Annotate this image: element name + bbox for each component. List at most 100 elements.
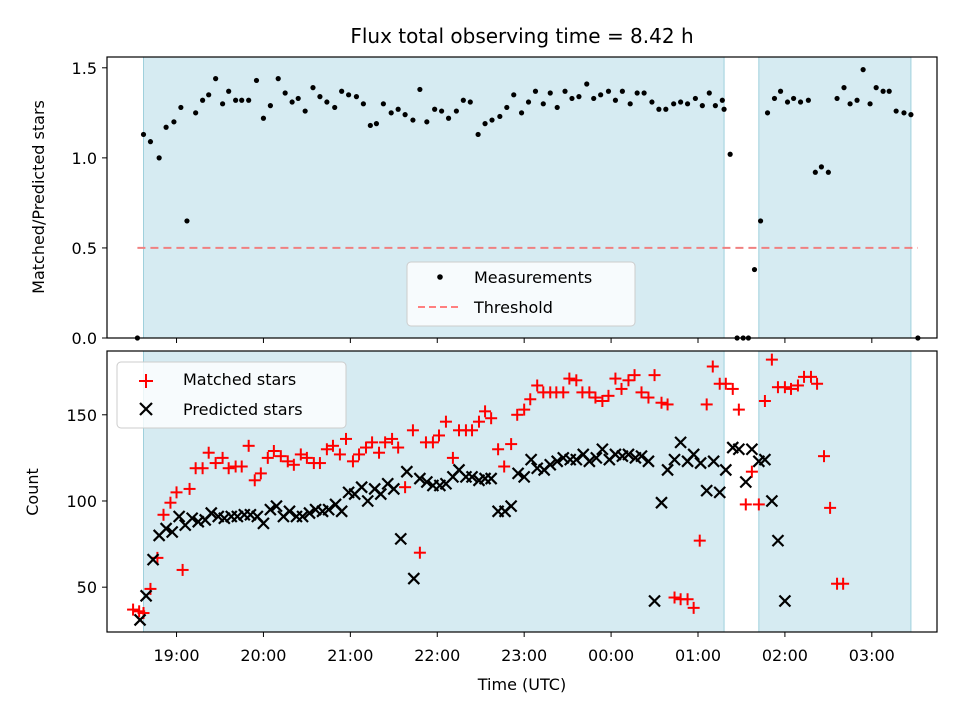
predicted-star-point bbox=[400, 465, 414, 478]
matched-star-point bbox=[648, 369, 661, 382]
predicted-star-point bbox=[511, 467, 525, 480]
top-legend-box bbox=[406, 261, 636, 327]
measurement-point bbox=[482, 121, 488, 127]
measurement-point bbox=[497, 113, 503, 120]
matched-star-point bbox=[485, 412, 498, 425]
matched-star-point bbox=[267, 444, 280, 457]
predicted-star-point bbox=[205, 506, 218, 520]
matched-star-point bbox=[392, 441, 405, 454]
matched-star-point bbox=[824, 501, 837, 514]
measurement-point bbox=[346, 92, 352, 98]
matched-star-point bbox=[235, 460, 248, 473]
measurement-point bbox=[649, 99, 655, 105]
matched-star-point bbox=[563, 372, 576, 385]
matched-star-point bbox=[642, 391, 655, 404]
measurement-point bbox=[373, 121, 380, 127]
predicted-star-point bbox=[583, 455, 596, 468]
matched-star-point bbox=[628, 369, 641, 382]
predicted-star-point bbox=[165, 525, 179, 539]
predicted-star-point bbox=[139, 589, 153, 603]
measurement-point bbox=[140, 131, 147, 138]
measurement-point bbox=[317, 94, 323, 100]
legend-matched-marker bbox=[139, 374, 153, 388]
measurement-point bbox=[721, 106, 727, 112]
matched-star-point bbox=[373, 446, 386, 459]
matched-star-point bbox=[752, 498, 765, 511]
shaded-region bbox=[758, 351, 911, 632]
shaded-region bbox=[758, 57, 911, 338]
measurement-point bbox=[200, 97, 206, 103]
y-tick-label: 150 bbox=[66, 406, 97, 425]
predicted-star-point bbox=[524, 453, 538, 466]
matched-star-point bbox=[791, 379, 804, 392]
measurement-point bbox=[353, 94, 360, 100]
bottom-legend: Matched stars Predicted stars bbox=[116, 361, 347, 429]
predicted-star-point bbox=[771, 534, 785, 547]
predicted-star-point bbox=[484, 472, 498, 485]
measurement-point bbox=[267, 103, 273, 109]
measurement-point bbox=[841, 85, 847, 91]
measurement-point bbox=[388, 110, 394, 116]
measurement-point bbox=[260, 115, 267, 121]
top-y-axis-label: Matched/Predicted stars bbox=[29, 100, 48, 294]
measurement-point bbox=[627, 101, 633, 107]
measurement-point bbox=[226, 88, 232, 94]
predicted-star-point bbox=[758, 453, 772, 466]
measurement-point bbox=[656, 106, 662, 112]
measurement-point bbox=[605, 88, 612, 94]
measurement-point bbox=[367, 122, 373, 129]
measurement-point bbox=[562, 88, 568, 94]
measurement-point bbox=[275, 76, 281, 82]
x-tick-label: 03:00 bbox=[849, 646, 895, 665]
bottom-panel: 50 100 150 19:00 20:00 21:00 22:00 23:00 00:00 0… bbox=[23, 350, 938, 694]
matched-star-point bbox=[557, 386, 570, 399]
matched-star-point bbox=[170, 486, 183, 499]
predicted-star-point bbox=[387, 482, 401, 496]
x-tick-label: 21:00 bbox=[327, 646, 373, 665]
matched-star-point bbox=[353, 448, 366, 461]
matched-star-point bbox=[326, 439, 339, 452]
measurement-point bbox=[310, 85, 316, 91]
y-tick-label: 1.5 bbox=[72, 59, 97, 78]
bottom-matched-points bbox=[127, 353, 850, 620]
matched-star-point bbox=[164, 496, 177, 509]
predicted-star-point bbox=[264, 503, 277, 516]
legend-threshold-label: Threshold bbox=[473, 298, 553, 317]
y-tick-label: 100 bbox=[66, 492, 97, 511]
matched-star-point bbox=[531, 379, 544, 392]
predicted-star-point bbox=[517, 470, 531, 484]
matched-star-point bbox=[157, 508, 170, 521]
bottom-x-axis-label: Time (UTC) bbox=[477, 675, 566, 694]
matched-star-point bbox=[700, 398, 713, 411]
measurement-point bbox=[699, 103, 705, 109]
matched-star-point bbox=[216, 451, 229, 464]
predicted-star-point bbox=[719, 463, 733, 477]
matched-star-point bbox=[732, 403, 745, 416]
matched-star-point bbox=[183, 482, 196, 495]
measurement-point bbox=[727, 151, 733, 157]
predicted-star-point bbox=[146, 553, 160, 566]
measurement-point bbox=[886, 88, 892, 94]
measurement-point bbox=[239, 97, 245, 103]
predicted-star-point bbox=[283, 505, 296, 518]
predicted-star-point bbox=[322, 503, 335, 516]
measurement-point bbox=[880, 88, 886, 94]
matched-star-point bbox=[505, 438, 518, 451]
matched-star-point bbox=[426, 436, 439, 449]
matched-star-point bbox=[804, 370, 817, 383]
matched-star-point bbox=[346, 455, 359, 468]
predicted-star-point bbox=[361, 494, 375, 508]
measurement-point bbox=[380, 101, 386, 107]
predicted-star-point bbox=[590, 451, 603, 465]
predicted-star-point bbox=[257, 517, 270, 530]
y-tick-label: 1.0 bbox=[72, 149, 97, 168]
matched-star-point bbox=[127, 603, 140, 616]
matched-star-point bbox=[379, 436, 392, 449]
predicted-star-point bbox=[661, 463, 674, 477]
predicted-star-point bbox=[420, 475, 434, 489]
measurement-point bbox=[324, 99, 330, 105]
measurement-point bbox=[540, 101, 546, 107]
chart-title: Flux total observing time = 8.42 h bbox=[350, 24, 693, 48]
matched-star-point bbox=[202, 446, 215, 459]
matched-star-point bbox=[386, 432, 399, 445]
